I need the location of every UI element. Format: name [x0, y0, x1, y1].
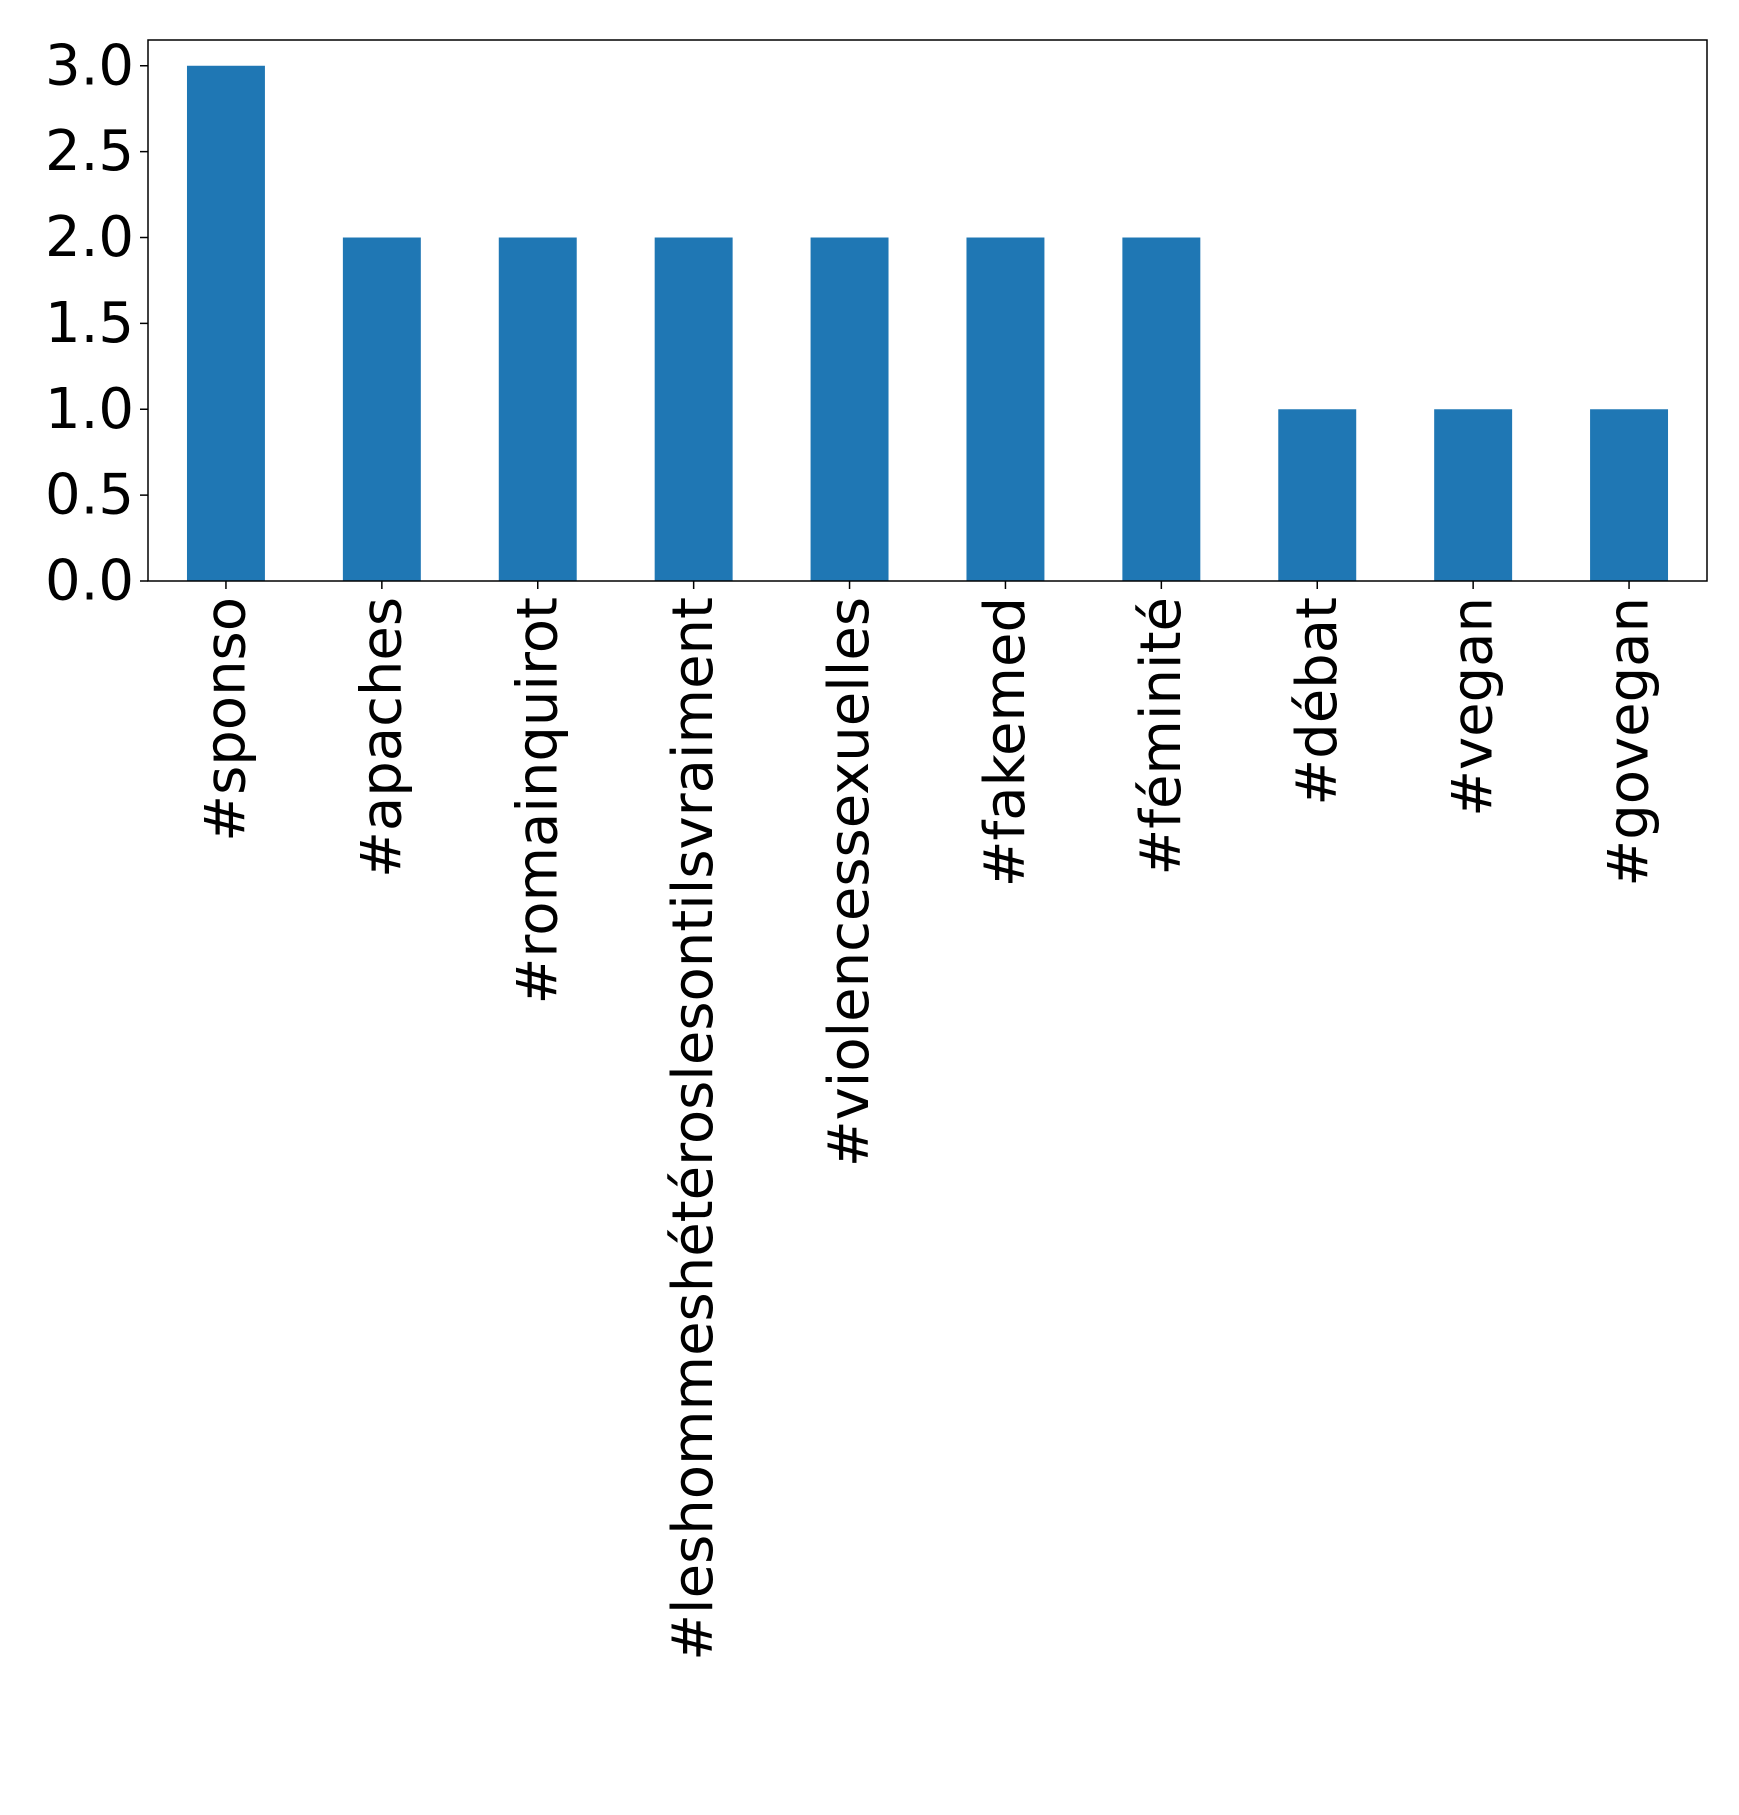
x-tick-label-1: #apaches — [349, 597, 414, 878]
y-tick-label-2: 1.0 — [45, 377, 134, 442]
x-tick-label-3: #leshommeshétéroslesontilsvraiment — [661, 597, 726, 1661]
bar-9 — [1590, 409, 1669, 581]
bar-8 — [1434, 409, 1513, 581]
x-tick-label-7: #débat — [1285, 597, 1350, 806]
y-tick-label-6: 3.0 — [45, 33, 134, 98]
y-axis-ticks: 0.0 0.5 1.0 1.5 2.0 2.5 3.0 — [45, 33, 148, 614]
bar-4 — [810, 237, 889, 581]
x-tick-label-0: #sponso — [193, 597, 258, 842]
y-tick-label-5: 2.5 — [45, 119, 134, 184]
bar-1 — [342, 237, 421, 581]
bar-6 — [1122, 237, 1201, 581]
x-tick-label-5: #fakemed — [973, 597, 1038, 887]
y-tick-label-4: 2.0 — [45, 205, 134, 270]
y-tick-label-0: 0.0 — [45, 549, 134, 614]
bars-group — [186, 65, 1669, 581]
bar-3 — [654, 237, 733, 581]
y-tick-label-3: 1.5 — [45, 291, 134, 356]
x-tick-label-4: #violencessexuelles — [817, 597, 882, 1167]
x-tick-label-6: #féminité — [1129, 597, 1194, 876]
bar-7 — [1278, 409, 1357, 581]
bar-0 — [186, 65, 265, 581]
x-tick-label-8: #vegan — [1441, 597, 1506, 817]
x-tick-label-2: #romainquirot — [505, 597, 570, 1005]
plot-frame — [147, 39, 1708, 582]
bar-2 — [498, 237, 577, 581]
x-axis-ticks: #sponso #apaches #romainquirot #leshommeshé… — [193, 581, 1662, 1661]
y-tick-label-1: 0.5 — [45, 463, 134, 528]
bar-5 — [966, 237, 1045, 581]
x-tick-label-9: #govegan — [1597, 597, 1662, 887]
